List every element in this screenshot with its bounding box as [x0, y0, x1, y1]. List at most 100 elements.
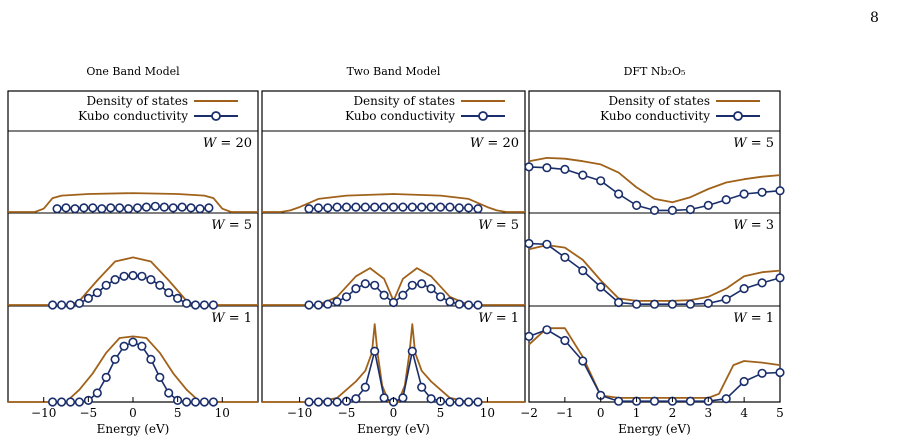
kubo-data-point	[52, 204, 62, 214]
kubo-data-point	[304, 204, 314, 214]
kubo-data-point	[454, 397, 464, 407]
kubo-data-point	[388, 297, 399, 308]
kubo-data-point	[757, 278, 767, 288]
kubo-data-point	[128, 270, 138, 281]
legend-dos-label: Density of states	[353, 94, 455, 108]
kubo-data-point	[132, 203, 143, 213]
legend-dos-label: Density of states	[608, 94, 710, 108]
kubo-data-point	[454, 299, 464, 309]
kubo-data-point	[560, 252, 570, 262]
kubo-data-point	[155, 372, 165, 383]
panel-title: One Band Model	[86, 65, 180, 78]
kubo-data-point	[83, 293, 93, 304]
kubo-data-point	[204, 203, 214, 213]
x-tick-label: 3	[704, 406, 712, 420]
kubo-data-point	[542, 325, 552, 335]
kubo-data-point	[110, 275, 120, 285]
kubo-data-point	[360, 382, 370, 392]
kubo-data-point	[685, 204, 696, 215]
kubo-data-point	[739, 284, 749, 294]
legend-kubo-label: Kubo conductivity	[345, 109, 455, 123]
kubo-data-point	[323, 397, 333, 407]
dos-series-line	[262, 193, 525, 213]
kubo-data-point	[360, 202, 370, 212]
kubo-data-point	[464, 397, 474, 407]
kubo-data-point	[542, 239, 552, 249]
kubo-data-point	[155, 280, 165, 290]
kubo-data-point	[351, 284, 361, 294]
legend-dos-label: Density of states	[86, 94, 188, 108]
x-tick-label: 4	[740, 406, 748, 420]
kubo-data-point	[775, 186, 785, 196]
kubo-data-point	[173, 293, 183, 304]
kubo-data-point	[560, 335, 570, 346]
row-label: W = 5	[478, 218, 519, 233]
kubo-data-point	[313, 203, 324, 213]
kubo-data-point	[464, 300, 474, 310]
legend-kubo-marker	[733, 111, 743, 121]
kubo-data-point	[137, 341, 147, 351]
dos-series-line	[8, 256, 258, 306]
kubo-data-point	[304, 300, 314, 310]
kubo-data-point	[388, 202, 399, 212]
x-axis-label: Energy (eV)	[357, 422, 430, 436]
kubo-data-point	[631, 299, 642, 309]
kubo-data-point	[445, 297, 455, 307]
kubo-data-point	[649, 396, 660, 406]
kubo-data-point	[190, 397, 201, 407]
kubo-data-point	[92, 288, 102, 298]
kubo-data-point	[524, 162, 534, 172]
kubo-data-point	[398, 202, 408, 212]
kubo-data-point	[47, 397, 58, 407]
row-label: W = 3	[733, 218, 774, 233]
x-tick-label: −10	[31, 406, 56, 420]
x-tick-label: −2	[520, 406, 538, 420]
kubo-data-point	[685, 396, 696, 406]
kubo-data-point	[613, 396, 624, 406]
x-axis-label: Energy (eV)	[618, 422, 691, 436]
row-label: W = 20	[203, 136, 252, 151]
kubo-data-point	[667, 299, 678, 309]
row-label: W = 1	[733, 311, 774, 326]
kubo-data-point	[190, 300, 201, 310]
row-label: W = 20	[470, 136, 519, 151]
panel-title: Two Band Model	[347, 65, 441, 78]
kubo-data-point	[146, 275, 156, 285]
kubo-data-point	[596, 176, 606, 186]
kubo-data-point	[445, 397, 455, 407]
kubo-data-point	[79, 203, 89, 213]
kubo-data-point	[739, 376, 749, 387]
kubo-data-point	[341, 202, 352, 212]
kubo-data-point	[667, 205, 678, 215]
kubo-data-point	[473, 397, 483, 407]
kubo-data-point	[407, 346, 417, 356]
x-tick-label: −5	[80, 406, 98, 420]
kubo-data-point	[398, 393, 408, 403]
kubo-data-point	[164, 288, 174, 298]
kubo-data-point	[524, 238, 534, 249]
kubo-data-point	[101, 372, 111, 383]
kubo-data-point	[168, 203, 178, 213]
kubo-data-point	[61, 203, 71, 213]
kubo-data-point	[560, 164, 570, 174]
kubo-data-point	[578, 170, 588, 180]
kubo-data-point	[379, 393, 389, 403]
row-label: W = 1	[478, 311, 519, 326]
kubo-data-point	[195, 204, 205, 214]
kubo-data-point	[70, 204, 80, 214]
kubo-data-point	[351, 202, 361, 212]
kubo-data-point	[164, 388, 174, 398]
dos-series-line	[8, 335, 258, 403]
row-label: W = 5	[733, 136, 774, 151]
row-label: W = 5	[211, 218, 252, 233]
kubo-data-point	[649, 205, 660, 215]
kubo-data-point	[56, 300, 67, 310]
legend-kubo-label: Kubo conductivity	[600, 109, 710, 123]
x-tick-label: 0	[129, 406, 137, 420]
kubo-data-point	[578, 356, 588, 366]
dos-series-line	[8, 192, 258, 213]
kubo-data-point	[313, 300, 324, 310]
kubo-data-point	[703, 298, 713, 309]
kubo-data-point	[578, 266, 588, 276]
kubo-data-point	[435, 202, 446, 212]
